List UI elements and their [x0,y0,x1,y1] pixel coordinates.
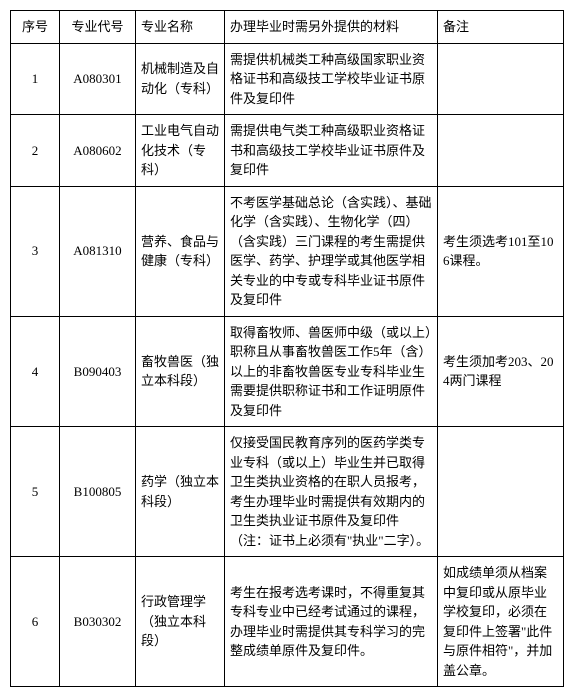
cell-code: A081310 [60,186,136,316]
table-row: 2 A080602 工业电气自动化技术（专科） 需提供电气类工种高级职业资格证书… [11,115,564,187]
cell-code: A080602 [60,115,136,187]
cell-material: 仅接受国民教育序列的医药学类专业专科（或以上）毕业生并已取得卫生类执业资格的在职… [225,427,438,557]
cell-material: 不考医学基础总论（含实践）、基础化学（含实践）、生物化学（四）（含实践）三门课程… [225,186,438,316]
cell-code: B100805 [60,427,136,557]
table-row: 3 A081310 营养、食品与健康（专科） 不考医学基础总论（含实践）、基础化… [11,186,564,316]
header-remark: 备注 [438,11,564,44]
cell-material: 需提供电气类工种高级职业资格证书和高级技工学校毕业证书原件及复印件 [225,115,438,187]
cell-name: 药学（独立本科段） [136,427,225,557]
cell-code: B090403 [60,316,136,427]
cell-remark [438,43,564,115]
cell-seq: 1 [11,43,60,115]
table-row: 5 B100805 药学（独立本科段） 仅接受国民教育序列的医药学类专业专科（或… [11,427,564,557]
cell-seq: 4 [11,316,60,427]
cell-seq: 2 [11,115,60,187]
cell-name: 营养、食品与健康（专科） [136,186,225,316]
cell-material: 取得畜牧师、兽医师中级（或以上）职称且从事畜牧兽医工作5年（含）以上的非畜牧兽医… [225,316,438,427]
table-row: 4 B090403 畜牧兽医（独立本科段） 取得畜牧师、兽医师中级（或以上）职称… [11,316,564,427]
header-seq: 序号 [11,11,60,44]
header-name: 专业名称 [136,11,225,44]
cell-code: A080301 [60,43,136,115]
header-code: 专业代号 [60,11,136,44]
cell-seq: 5 [11,427,60,557]
header-row: 序号 专业代号 专业名称 办理毕业时需另外提供的材料 备注 [11,11,564,44]
cell-name: 工业电气自动化技术（专科） [136,115,225,187]
cell-name: 机械制造及自动化（专科） [136,43,225,115]
table-row: 1 A080301 机械制造及自动化（专科） 需提供机械类工种高级国家职业资格证… [11,43,564,115]
cell-remark [438,427,564,557]
cell-material: 需提供机械类工种高级国家职业资格证书和高级技工学校毕业证书原件及复印件 [225,43,438,115]
cell-remark: 考生须加考203、204两门课程 [438,316,564,427]
cell-remark: 考生须选考101至106课程。 [438,186,564,316]
cell-name: 畜牧兽医（独立本科段） [136,316,225,427]
cell-seq: 3 [11,186,60,316]
cell-remark [438,115,564,187]
majors-table: 序号 专业代号 专业名称 办理毕业时需另外提供的材料 备注 1 A080301 … [10,10,564,687]
header-material: 办理毕业时需另外提供的材料 [225,11,438,44]
